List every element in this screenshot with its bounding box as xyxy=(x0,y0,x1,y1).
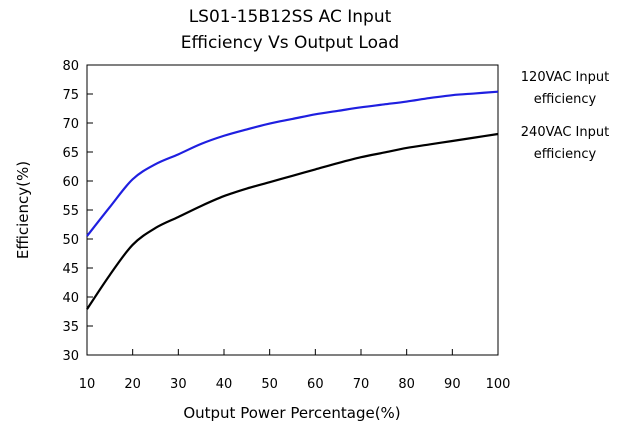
y-tick-label: 75 xyxy=(62,88,79,103)
x-tick-label: 30 xyxy=(170,377,187,392)
legend-240vac-line-2: efficiency xyxy=(534,147,597,162)
series-line-120vac xyxy=(86,90,499,237)
x-tick-label: 100 xyxy=(486,377,511,392)
series-line-240vac xyxy=(86,132,499,310)
legend: 120VAC Input efficiency 240VAC Input eff… xyxy=(521,70,609,162)
y-axis: 30 35 40 45 50 55 60 65 70 75 80 xyxy=(62,59,93,364)
x-tick-label: 60 xyxy=(307,377,324,392)
x-tick-label: 90 xyxy=(444,377,461,392)
x-tick-label: 50 xyxy=(261,377,278,392)
y-tick-label: 60 xyxy=(62,175,79,190)
x-axis: 10 20 30 40 50 60 70 80 90 100 xyxy=(79,349,511,392)
x-tick-label: 20 xyxy=(124,377,141,392)
y-axis-label: Efficiency(%) xyxy=(14,161,32,259)
chart-title-line-2: Efficiency Vs Output Load xyxy=(181,33,399,53)
y-tick-label: 40 xyxy=(62,291,79,306)
chart-title: LS01-15B12SS AC Input Efficiency Vs Outp… xyxy=(181,7,399,53)
y-tick-label: 55 xyxy=(62,204,79,219)
legend-120vac-line-1: 120VAC Input xyxy=(521,70,609,85)
y-tick-label: 50 xyxy=(62,233,79,248)
x-tick-label: 10 xyxy=(79,377,96,392)
x-tick-label: 40 xyxy=(216,377,233,392)
y-tick-label: 80 xyxy=(62,59,79,74)
y-tick-label: 70 xyxy=(62,117,79,132)
legend-120vac-line-2: efficiency xyxy=(534,92,597,107)
y-tick-label: 65 xyxy=(62,146,79,161)
chart-title-line-1: LS01-15B12SS AC Input xyxy=(189,7,392,27)
plot-area xyxy=(86,64,499,356)
y-tick-label: 30 xyxy=(62,349,79,364)
y-tick-label: 35 xyxy=(62,320,79,335)
y-tick-label: 45 xyxy=(62,262,79,277)
x-axis-label: Output Power Percentage(%) xyxy=(183,404,400,422)
x-tick-label: 80 xyxy=(398,377,415,392)
x-tick-label: 70 xyxy=(353,377,370,392)
series-lines xyxy=(86,90,499,310)
legend-240vac-line-1: 240VAC Input xyxy=(521,125,609,140)
